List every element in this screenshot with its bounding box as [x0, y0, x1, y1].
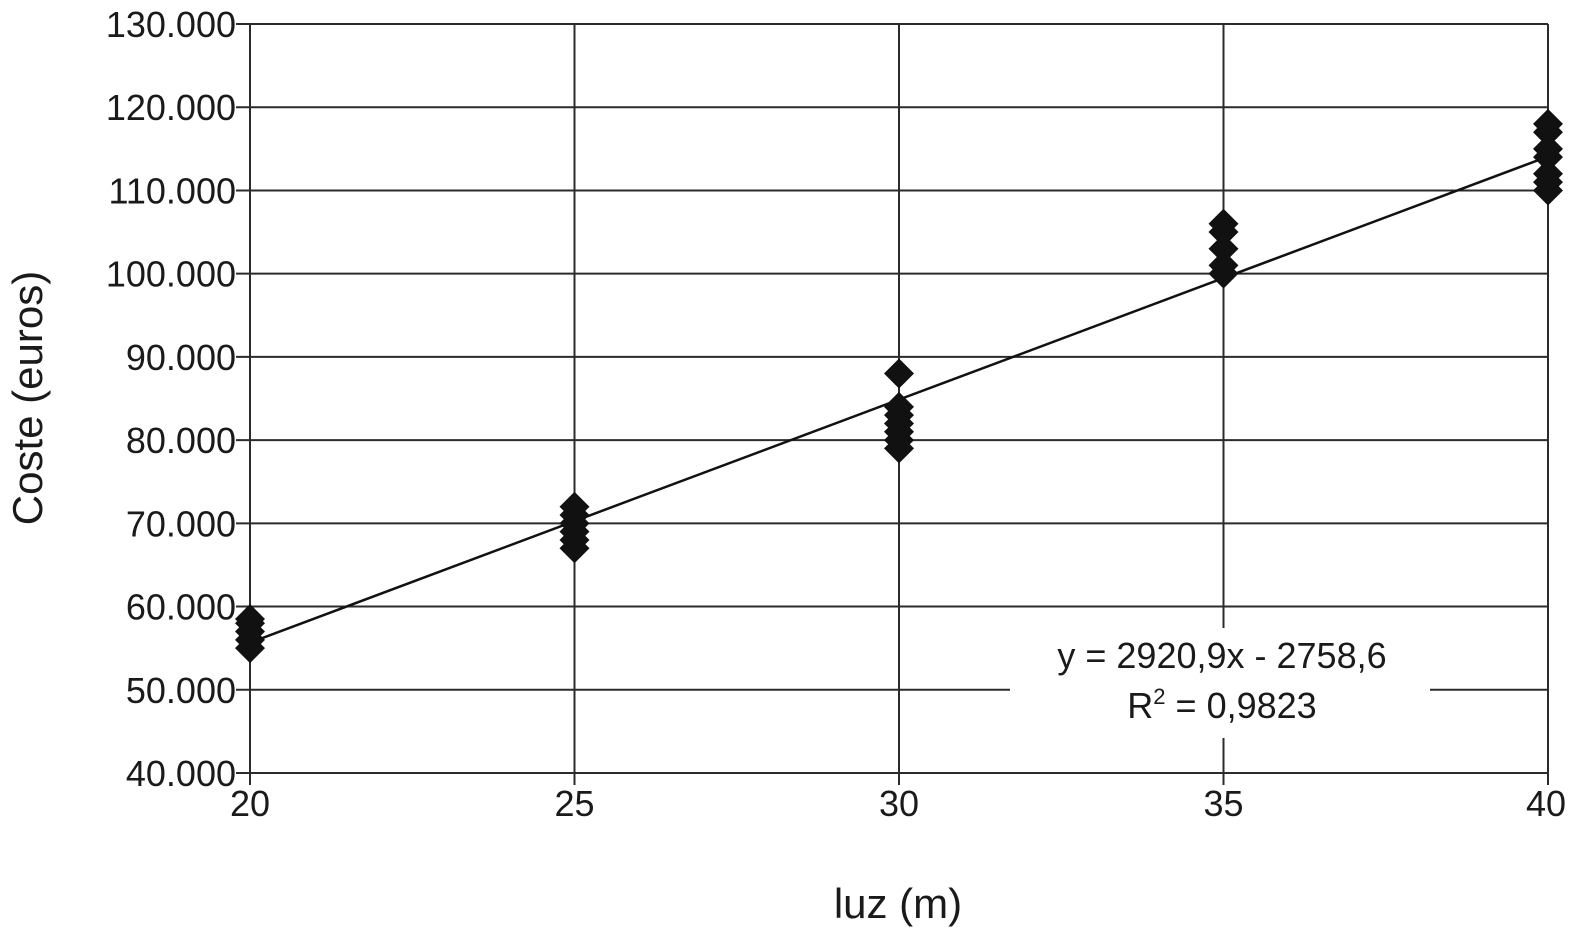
y-tick-label: 100.000: [106, 254, 236, 295]
y-tick-label: 110.000: [109, 170, 236, 211]
trendline-equation: y = 2920,9x - 2758,6: [1057, 635, 1386, 676]
y-tick-label: 70.000: [126, 503, 236, 544]
data-point: [1533, 158, 1563, 189]
x-tick-label: 25: [554, 783, 594, 824]
data-point: [1208, 233, 1239, 264]
data-point: [884, 391, 914, 422]
x-tick-label: 20: [230, 783, 270, 824]
x-tick-label: 40: [1526, 783, 1566, 824]
r-squared-prefix: R: [1127, 685, 1153, 726]
equation-box: [1010, 628, 1430, 738]
y-tick-label: 60.000: [126, 587, 236, 628]
r-squared-label: R2 = 0,9823: [1127, 684, 1316, 726]
y-axis-title: Coste (euros): [4, 271, 51, 525]
data-point: [1208, 208, 1239, 239]
data-point: [1533, 133, 1563, 164]
r-squared-exponent: 2: [1153, 684, 1165, 709]
data-point: [559, 491, 590, 522]
marker-layer: [235, 108, 1563, 664]
y-tick-label: 120.000: [106, 87, 236, 128]
data-point: [1533, 108, 1563, 139]
x-tick-label: 35: [1203, 783, 1243, 824]
data-point: [884, 358, 914, 389]
r-squared-value: = 0,9823: [1166, 685, 1317, 726]
y-tick-label: 40.000: [126, 753, 236, 794]
tick-label-layer: 40.000 50.000 60.000 70.000 80.000 90.000 100.…: [106, 4, 1566, 824]
y-tick-label: 80.000: [126, 420, 236, 461]
x-tick-label: 30: [879, 783, 919, 824]
data-point: [1208, 250, 1239, 281]
y-tick-label: 130.000: [106, 4, 236, 45]
data-point: [235, 604, 265, 635]
y-tick-label: 90.000: [126, 337, 236, 378]
y-tick-label: 50.000: [126, 670, 236, 711]
x-axis-title: luz (m): [834, 880, 962, 927]
